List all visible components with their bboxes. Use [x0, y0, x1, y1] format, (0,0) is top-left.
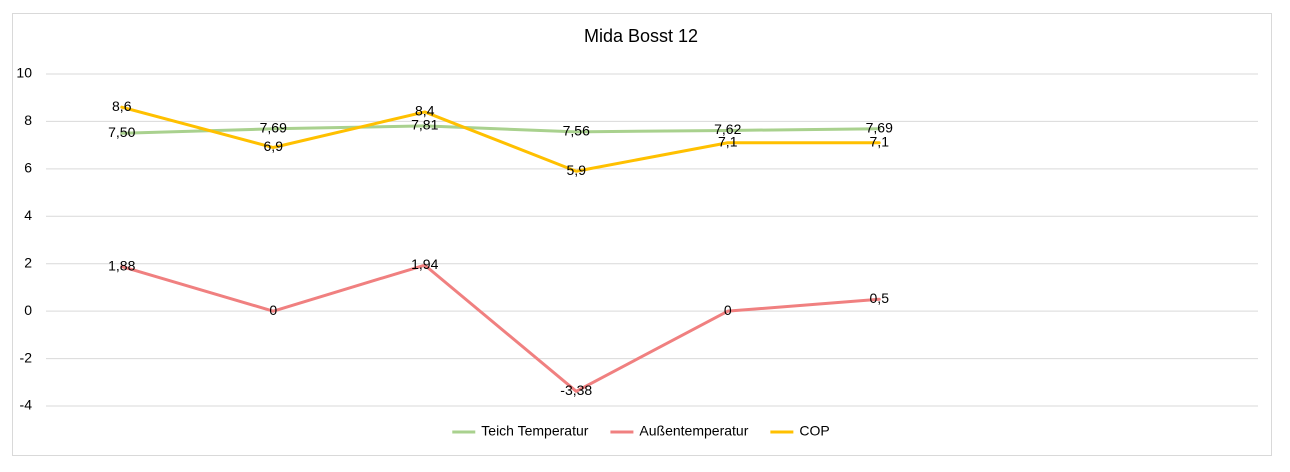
- data-label: 7,69: [260, 119, 287, 135]
- data-label: 8,4: [415, 103, 435, 119]
- data-label: 0,5: [870, 290, 890, 306]
- y-tick-label: -4: [20, 397, 33, 413]
- data-label: 7,56: [563, 123, 590, 139]
- data-label: 0: [269, 302, 277, 318]
- data-label: 7,69: [866, 119, 893, 135]
- chart-title: Mida Bosst 12: [584, 26, 698, 46]
- legend-label: Außentemperatur: [639, 423, 748, 439]
- data-label: 8,6: [112, 98, 132, 114]
- data-label: 7,1: [870, 133, 890, 149]
- series-line: [120, 124, 881, 135]
- y-tick-label: 8: [24, 112, 32, 128]
- legend-label: Teich Temperatur: [481, 423, 588, 439]
- data-label: 1,88: [108, 257, 135, 273]
- data-label: 7,1: [718, 133, 738, 149]
- data-label: 1,94: [411, 256, 438, 272]
- y-tick-label: 10: [16, 65, 32, 81]
- chart-frame: [12, 13, 1272, 456]
- data-label: -3,38: [560, 382, 592, 398]
- data-label: 5,9: [567, 162, 587, 178]
- y-tick-label: -2: [20, 349, 33, 365]
- y-tick-label: 6: [24, 160, 32, 176]
- series-line: [120, 263, 881, 393]
- series-line: [120, 105, 881, 173]
- legend-label: COP: [799, 423, 829, 439]
- y-tick-label: 2: [24, 254, 32, 270]
- y-tick-label: 4: [24, 207, 32, 223]
- data-label: 7,62: [714, 121, 741, 137]
- y-tick-label: 0: [24, 302, 32, 318]
- data-label: 7,81: [411, 117, 438, 133]
- data-label: 0: [724, 302, 732, 318]
- data-label: 7,50: [108, 124, 135, 140]
- data-label: 6,9: [264, 138, 284, 154]
